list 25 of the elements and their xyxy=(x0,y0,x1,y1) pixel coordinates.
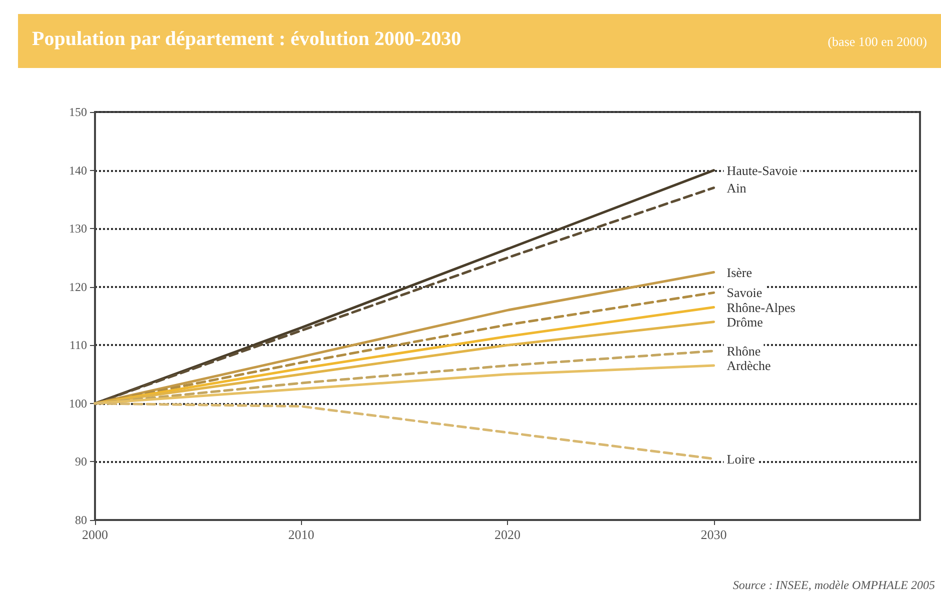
series-label: Savoie xyxy=(726,285,762,300)
series-label: Drôme xyxy=(726,314,764,330)
chart-subtitle: (base 100 en 2000) xyxy=(828,34,927,50)
x-tick-label: 2010 xyxy=(288,527,314,542)
y-tick-label: 100 xyxy=(69,396,87,410)
chart-title: Population par département : évolution 2000-2030 xyxy=(32,28,462,51)
y-tick-label: 90 xyxy=(75,454,87,469)
source-note: Source : INSEE, modèle OMPHALE 2005 xyxy=(732,578,935,593)
line-series xyxy=(94,402,715,460)
y-tick-label: 130 xyxy=(69,222,87,236)
y-tick-label: 120 xyxy=(69,280,87,294)
series-label: Loire xyxy=(726,451,756,466)
series-label: Ain xyxy=(726,180,747,196)
x-tick-label: 2020 xyxy=(494,527,520,542)
series-label: Isère xyxy=(726,264,752,280)
series-label: Rhône xyxy=(726,343,761,358)
y-tick-label: 80 xyxy=(75,513,87,527)
series-label: Ardèche xyxy=(726,358,772,374)
x-tick-label: 2000 xyxy=(82,527,108,542)
y-tick-label: 150 xyxy=(69,105,87,119)
series-label: Rhône-Alpes xyxy=(726,300,796,315)
x-tick-label: 2030 xyxy=(700,527,727,542)
y-tick-label: 140 xyxy=(69,163,87,178)
series-label: Haute-Savoie xyxy=(726,162,798,178)
y-tick-label: 110 xyxy=(69,338,87,352)
